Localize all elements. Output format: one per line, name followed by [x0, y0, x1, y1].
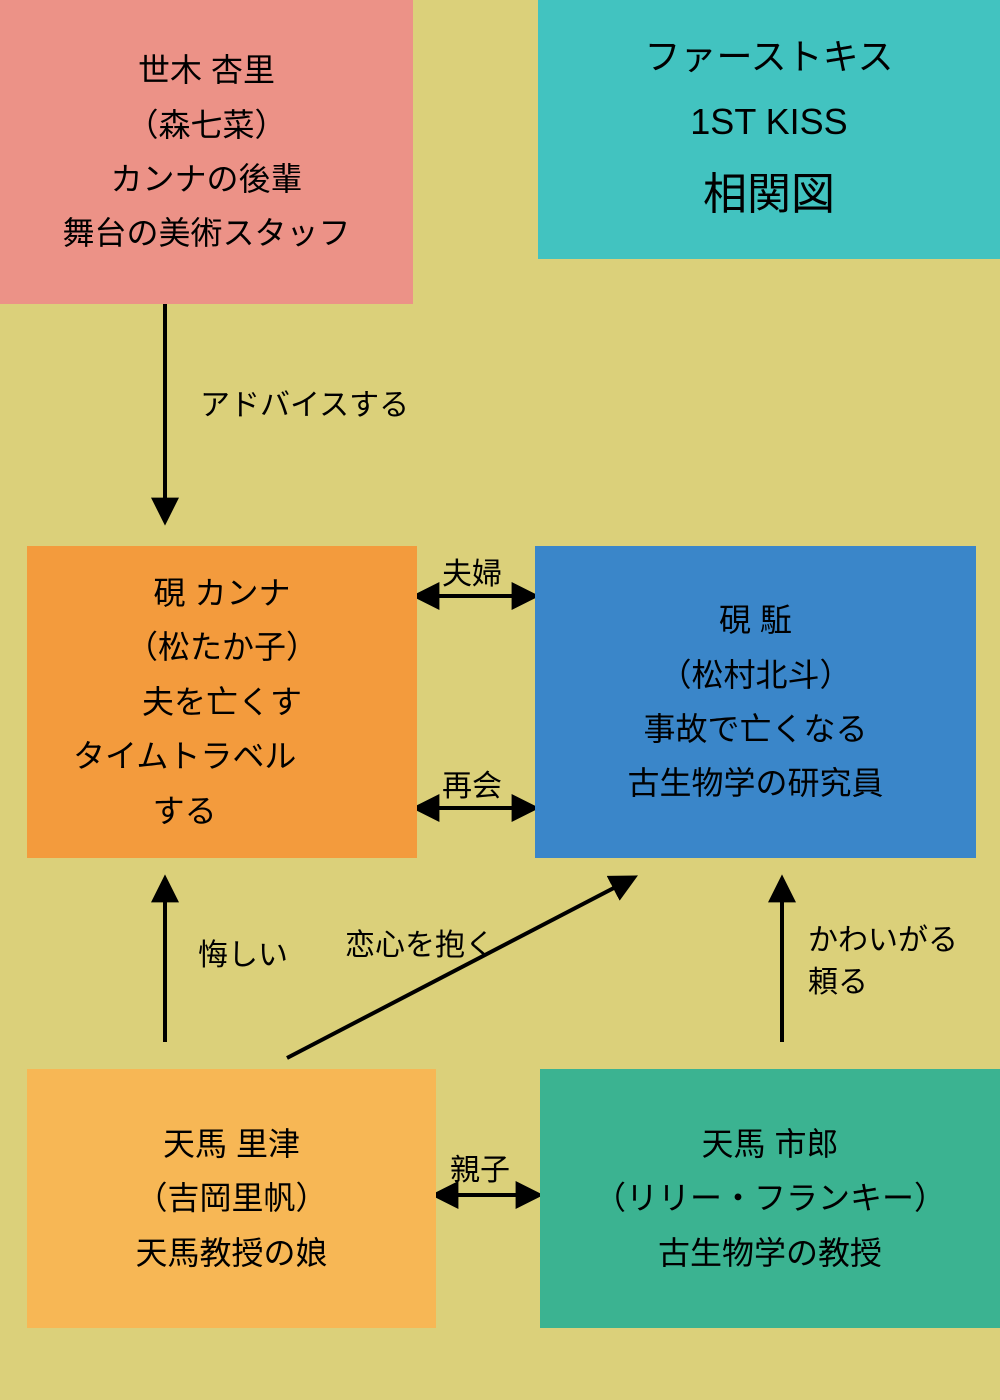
edge-label-love: 恋心を抱く	[345, 925, 495, 967]
suzuri-name: 硯 駈	[719, 593, 792, 647]
anri-actor: （森七菜）	[126, 98, 286, 152]
ichiro-actor: （リリー・フランキー）	[594, 1171, 946, 1225]
title-line-2: 1ST KISS	[690, 90, 847, 155]
edge-label-advice: アドバイスする	[200, 385, 409, 427]
character-ritsu: 天馬 里津 （吉岡里帆） 天馬教授の娘	[27, 1069, 436, 1328]
edge-label-reunion: 再会	[442, 766, 502, 808]
edge-label-care: かわいがる 頼る	[808, 920, 958, 1004]
character-kanna: 硯 カンナ （松たか子） 夫を亡くす タイムトラベル する	[27, 546, 417, 858]
ritsu-desc: 天馬教授の娘	[135, 1226, 327, 1280]
anri-desc-1: カンナの後輩	[110, 152, 302, 206]
edge-label-regret: 悔しい	[198, 935, 288, 977]
character-suzuri: 硯 駈 （松村北斗） 事故で亡くなる 古生物学の研究員	[535, 546, 976, 858]
kanna-name: 硯 カンナ	[154, 566, 291, 620]
character-ichiro: 天馬 市郎 （リリー・フランキー） 古生物学の教授	[540, 1069, 1000, 1328]
kanna-desc-1: 夫を亡くす	[142, 675, 302, 729]
edge-label-parent: 親子	[450, 1150, 510, 1192]
title-line-1: ファーストキス	[644, 25, 893, 90]
edge-label-couple: 夫婦	[442, 554, 502, 596]
ichiro-desc: 古生物学の教授	[658, 1226, 882, 1280]
suzuri-desc-1: 事故で亡くなる	[643, 702, 867, 756]
anri-desc-2: 舞台の美術スタッフ	[62, 206, 350, 260]
suzuri-actor: （松村北斗）	[659, 648, 851, 702]
anri-name: 世木 杏里	[138, 43, 275, 97]
ritsu-name: 天馬 里津	[163, 1117, 300, 1171]
character-anri: 世木 杏里 （森七菜） カンナの後輩 舞台の美術スタッフ	[0, 0, 413, 304]
ichiro-name: 天馬 市郎	[702, 1117, 839, 1171]
suzuri-desc-2: 古生物学の研究員	[627, 756, 883, 810]
kanna-desc-2: タイムトラベル する	[27, 729, 296, 838]
title-box: ファーストキス 1ST KISS 相関図	[538, 0, 1000, 259]
kanna-actor: （松たか子）	[126, 620, 318, 674]
ritsu-actor: （吉岡里帆）	[135, 1171, 327, 1225]
title-line-3: 相関図	[703, 155, 835, 234]
diagram-canvas: ファーストキス 1ST KISS 相関図 世木 杏里 （森七菜） カンナの後輩 …	[0, 0, 1000, 1400]
